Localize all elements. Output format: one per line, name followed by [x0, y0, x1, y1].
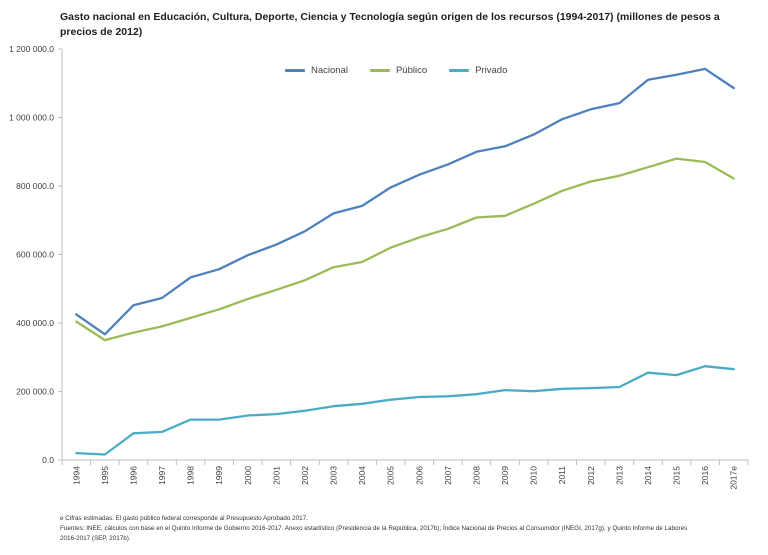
- x-tick-label: 2016: [700, 466, 710, 485]
- x-tick-label: 1996: [128, 466, 138, 485]
- tick-labels: 0.0 200 000.0 400 000.0 600 000.0 800 000.0 1…: [9, 44, 739, 490]
- legend-item-privado: Privado: [449, 65, 507, 76]
- x-tick-label: 2002: [300, 466, 310, 485]
- y-tick-label: 400 000.0: [16, 318, 54, 328]
- x-tick-label: 2014: [643, 466, 653, 485]
- series-line-publico: [75, 157, 735, 342]
- x-tick-label: 2004: [357, 466, 367, 485]
- y-tick-label: 1 000 000.0: [9, 113, 54, 123]
- y-tick-label: 200 000.0: [16, 387, 54, 397]
- legend-swatch-publico: [369, 69, 390, 72]
- legend: Nacional Público Privado: [285, 65, 507, 76]
- x-tick-label: 2008: [471, 466, 481, 485]
- x-tick-label: 2000: [243, 466, 253, 485]
- x-tick-label: 2001: [271, 466, 281, 485]
- y-tick-label: 0.0: [42, 455, 54, 465]
- x-tick-label: 2013: [614, 466, 624, 485]
- footnote-estimates: e Cifras estimadas. El gasto público fed…: [60, 515, 308, 522]
- x-tick-label: 2003: [329, 466, 339, 485]
- y-tick-label: 800 000.0: [16, 181, 54, 191]
- footnote-sources: Fuentes: INEE, cálculos con base en el Q…: [60, 525, 688, 532]
- y-tick-label: 600 000.0: [16, 250, 54, 260]
- chart-title: Gasto nacional en Educación, Cultura, De…: [60, 11, 720, 38]
- x-tick-label: 2011: [557, 466, 567, 485]
- x-tick-label: 1997: [157, 466, 167, 485]
- series-lines: [75, 67, 735, 456]
- footnote-sources-cont: 2016-2017 (SEP, 2017b).: [60, 535, 131, 542]
- x-tick-label: 2009: [500, 466, 510, 485]
- x-tick-label: 2012: [586, 466, 596, 485]
- footnotes: e Cifras estimadas. El gasto público fed…: [60, 514, 760, 544]
- x-tick-label: 2010: [529, 466, 539, 485]
- legend-label-nacional: Nacional: [311, 65, 348, 76]
- x-tick-label: 1999: [214, 466, 224, 485]
- legend-item-publico: Público: [369, 65, 428, 76]
- x-tick-label: 1995: [100, 466, 110, 485]
- x-tick-label: 2015: [672, 466, 682, 485]
- legend-swatch-nacional: [285, 69, 305, 72]
- x-tick-label: 2017e: [729, 466, 739, 490]
- x-tick-label: 2005: [386, 466, 396, 485]
- x-tick-label: 1994: [71, 466, 81, 485]
- y-tick-label: 1 200 000.0: [9, 44, 54, 54]
- legend-label-privado: Privado: [475, 65, 508, 76]
- x-tick-label: 1998: [186, 466, 196, 485]
- legend-swatch-privado: [449, 69, 470, 72]
- x-tick-label: 2006: [414, 466, 424, 485]
- legend-item-nacional: Nacional: [285, 65, 348, 76]
- series-line-nacional: [75, 67, 735, 336]
- series-line-privado: [75, 365, 735, 456]
- axes: [58, 48, 749, 465]
- legend-label-publico: Público: [395, 65, 428, 76]
- x-tick-label: 2007: [443, 466, 453, 485]
